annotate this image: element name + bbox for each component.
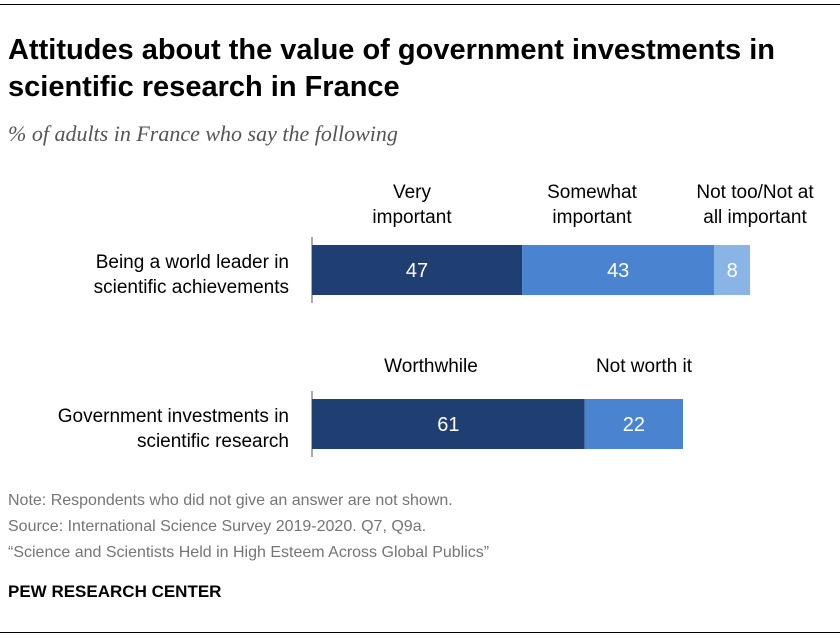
category-label: Government investments in scientific rese…	[58, 406, 289, 452]
top-rule	[0, 4, 840, 5]
bar-segment	[312, 245, 523, 295]
bar-segment	[312, 399, 585, 449]
data-label: 43	[607, 260, 629, 282]
report-title-text: “Science and Scientists Held in High Est…	[8, 544, 490, 561]
bottom-rule	[0, 632, 840, 633]
legend-label: Worthwhile	[384, 356, 478, 377]
note-text: Note: Respondents who did not give an an…	[8, 492, 453, 509]
data-label: 22	[623, 414, 645, 436]
brand-logo-text: PEW RESEARCH CENTER	[8, 582, 222, 601]
legend-label: Very important	[372, 182, 452, 228]
data-label: 47	[406, 260, 428, 282]
data-label: 8	[727, 260, 738, 282]
data-label: 61	[437, 414, 459, 436]
category-label: Being a world leader in scientific achiev…	[94, 252, 289, 298]
legend-label: Not too/Not at all important	[696, 182, 814, 228]
chart-notes: Note: Respondents who did not give an an…	[8, 488, 489, 566]
chart-subtitle: % of adults in France who say the follow…	[8, 121, 398, 146]
bar-segment	[522, 245, 715, 295]
chart-title: Attitudes about the value of government …	[8, 34, 775, 103]
bar-segment	[584, 399, 684, 449]
legend-label: Not worth it	[596, 356, 693, 377]
bar-segment	[714, 245, 751, 295]
stacked-bar-chart: Being a world leader in scientific achiev…	[58, 182, 814, 457]
legend-label: Somewhat important	[547, 182, 637, 228]
source-text: Source: International Science Survey 201…	[8, 518, 427, 535]
